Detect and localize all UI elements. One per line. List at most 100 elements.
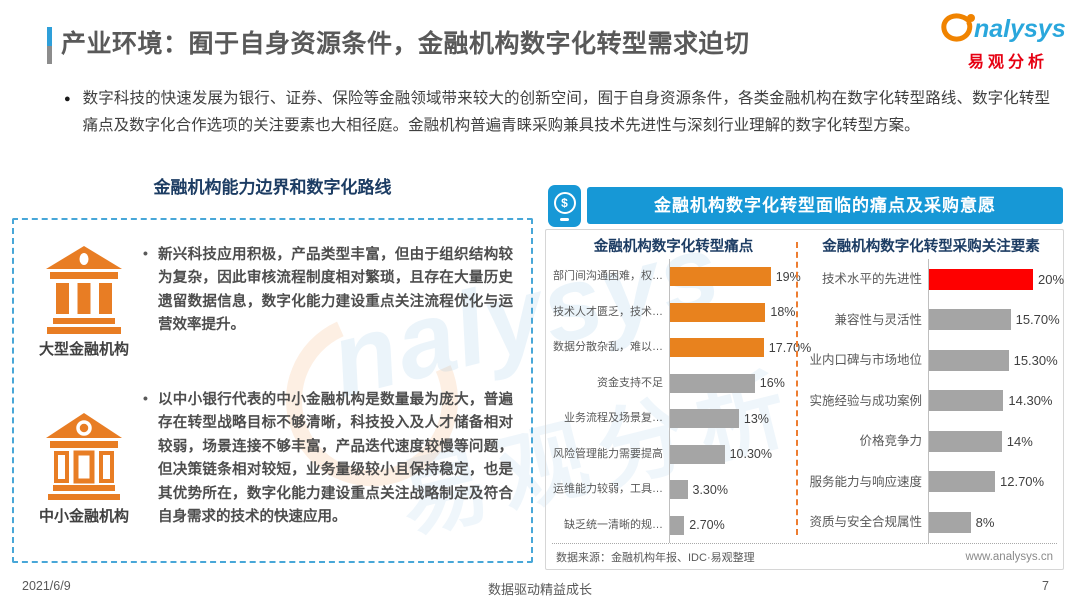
logo-wordmark: nalysys — [936, 10, 1072, 48]
chart-bar-track: 15.70% — [928, 299, 1064, 340]
chart-category-label: 资质与安全合规属性 — [809, 515, 922, 530]
chart-value-label: 20% — [1038, 271, 1065, 287]
chart-value-label: 16% — [759, 376, 785, 391]
website-link[interactable]: www.analysys.cn — [965, 550, 1053, 563]
chart-value-label: 19% — [775, 269, 801, 284]
large-institution-icon-col: 大型金融机构 — [28, 244, 140, 359]
mobile-dollar-icon: $ — [548, 185, 581, 227]
footer-date: 2021/6/9 — [22, 579, 71, 593]
panel-footer: 数据来源：金融机构年报、IDC·易观整理 www.analysys.cn — [552, 543, 1057, 569]
chart-value-label: 2.70% — [689, 518, 725, 533]
pain-chart-rows: 部门间沟通困难，权… 19% 技术人才匮乏，技术… 18% 数据分散杂乱，难以… 17.7… — [551, 259, 811, 543]
phone-home-dash — [560, 217, 569, 221]
chart-value-label: 17.70% — [768, 340, 812, 355]
chart-bar-track: 18% — [669, 294, 796, 330]
footer-slogan: 数据驱动精益成长 — [487, 582, 592, 597]
chart-bar — [929, 349, 1009, 371]
chart-bar-track: 12.70% — [928, 461, 1064, 502]
chart-value-label: 14.30% — [1008, 393, 1053, 409]
chart-bar-track: 19% — [669, 259, 801, 295]
chart-category-label: 技术人才匮乏，技术… — [553, 305, 663, 318]
chart-row: 资金支持不足 16% — [551, 365, 796, 401]
chart-bar — [670, 480, 688, 500]
chart-bar — [670, 409, 739, 429]
chart-row: 数据分散杂乱，难以… 17.70% — [551, 330, 811, 366]
chart-bar-track: 14.30% — [928, 380, 1064, 421]
smb-institution-icon-col: 中小金融机构 — [28, 411, 140, 530]
page-title: 产业环境：囿于自身资源条件，金融机构数字化转型需求迫切 — [61, 30, 750, 58]
chart-row: 业内口碑与市场地位 15.30% — [798, 340, 1064, 381]
bank-solid-icon — [46, 246, 122, 334]
chart-category-label: 运维能力较弱，工具… — [553, 483, 663, 496]
analysys-logo: nalysys 易观分析 — [936, 10, 1072, 72]
data-source-note: 数据来源：金融机构年报、IDC·易观整理 — [556, 551, 755, 564]
chart-row: 资质与安全合规属性 8% — [798, 502, 1064, 543]
chart-bar-track: 10.30% — [669, 436, 796, 472]
chart-row: 技术人才匮乏，技术… 18% — [551, 294, 796, 330]
chart-value-label: 15.70% — [1015, 312, 1060, 328]
chart-bar — [670, 373, 755, 393]
chart-value-label: 18% — [770, 305, 796, 320]
chart-row: 风险管理能力需要提高 10.30% — [551, 436, 796, 472]
intro-text: 数字科技的快速发展为银行、证券、保险等金融领域带来较大的创新空间，囿于自身资源条… — [82, 90, 1050, 134]
sub-bullet-icon: • — [143, 245, 148, 261]
chart-category-label: 缺乏统一清晰的规… — [564, 518, 663, 531]
chart-value-label: 13% — [743, 411, 769, 426]
pain-chart: 金融机构数字化转型痛点 部门间沟通困难，权… 19% 技术人才匮乏，技术… 18% 数据… — [546, 230, 811, 543]
chart-bar-track: 17.70% — [669, 330, 811, 366]
chart-category-label: 技术水平的先进性 — [821, 272, 922, 287]
chart-value-label: 12.70% — [1000, 474, 1045, 490]
chart-value-label: 10.30% — [729, 447, 772, 462]
bullet-icon: ● — [64, 93, 71, 105]
chart-bar — [929, 390, 1004, 412]
chart-bar-track: 8% — [928, 502, 1064, 543]
chart-bar — [670, 338, 764, 358]
smb-institution-text-wrap: • 以中小银行代表的中小金融机构是数量最为庞大，普遍存在转型战略目标不够清晰，科… — [140, 389, 523, 530]
pain-chart-title: 金融机构数字化转型痛点 — [593, 239, 754, 255]
chart-category-label: 服务能力与响应速度 — [809, 474, 922, 489]
chart-category-label: 部门间沟通困难，权… — [553, 270, 663, 283]
chart-bar — [670, 302, 766, 322]
chart-value-label: 3.30% — [692, 482, 728, 497]
chart-category-label: 业内口碑与市场地位 — [809, 353, 922, 368]
chart-bar — [929, 268, 1033, 290]
logo-cn-text: 易观分析 — [968, 54, 1049, 71]
chart-value-label: 14% — [1006, 433, 1033, 449]
right-section-header: 金融机构数字化转型面临的痛点及采购意愿 — [587, 187, 1063, 224]
chart-divider — [796, 242, 798, 535]
chart-bar — [929, 511, 971, 533]
chart-category-label: 风险管理能力需要提高 — [553, 447, 663, 460]
chart-bar — [670, 444, 725, 464]
chart-bar-track: 20% — [928, 259, 1064, 300]
chart-value-label: 15.30% — [1013, 352, 1058, 368]
chart-row: 缺乏统一清晰的规… 2.70% — [551, 507, 796, 543]
large-institution-block: 大型金融机构 • 新兴科技应用积极，产品类型丰富，但由于组织结构较为复杂，因此审… — [28, 244, 523, 359]
chart-row: 技术水平的先进性 20% — [798, 259, 1064, 300]
chart-bar — [929, 309, 1011, 331]
chart-bar-track: 2.70% — [669, 507, 796, 543]
purchase-chart: 金融机构数字化转型采购关注要素 技术水平的先进性 20% 兼容性与灵活性 15.70%… — [798, 230, 1068, 543]
charts-wrap: 金融机构数字化转型痛点 部门间沟通困难，权… 19% 技术人才匮乏，技术… 18% 数据… — [546, 230, 1064, 543]
chart-bar — [929, 471, 995, 493]
logo-brand-text: nalysys — [974, 14, 1066, 43]
chart-row: 服务能力与响应速度 12.70% — [798, 461, 1064, 502]
purchase-chart-rows: 技术水平的先进性 20% 兼容性与灵活性 15.70% 业内口碑与市场地位 15.30% 实… — [798, 259, 1064, 543]
chart-category-label: 业务流程及场景复… — [564, 412, 663, 425]
chart-bar-track: 14% — [928, 421, 1064, 462]
title-accent-bar — [47, 27, 52, 64]
bank-outline-icon — [46, 413, 122, 500]
chart-bar-track: 13% — [669, 401, 796, 437]
large-institution-label: 大型金融机构 — [38, 341, 129, 358]
chart-row: 价格竞争力 14% — [798, 421, 1064, 462]
left-section-heading: 金融机构能力边界和数字化路线 — [153, 178, 392, 197]
chart-category-label: 价格竞争力 — [859, 434, 922, 449]
chart-value-label: 8% — [975, 514, 995, 530]
intro-paragraph: ● 数字科技的快速发展为银行、证券、保险等金融领域带来较大的创新空间，囿于自身资… — [58, 86, 1050, 139]
chart-bar-track: 15.30% — [928, 340, 1064, 381]
chart-row: 业务流程及场景复… 13% — [551, 401, 796, 437]
chart-row: 实施经验与成功案例 14.30% — [798, 380, 1064, 421]
large-institution-text: 新兴科技应用积极，产品类型丰富，但由于组织结构较为复杂，因此审核流程制度相对繁琐… — [158, 247, 513, 334]
large-institution-text-wrap: • 新兴科技应用积极，产品类型丰富，但由于组织结构较为复杂，因此审核流程制度相对… — [140, 244, 523, 359]
pain-purchase-panel: 金融机构数字化转型痛点 部门间沟通困难，权… 19% 技术人才匮乏，技术… 18% 数据… — [545, 229, 1064, 570]
